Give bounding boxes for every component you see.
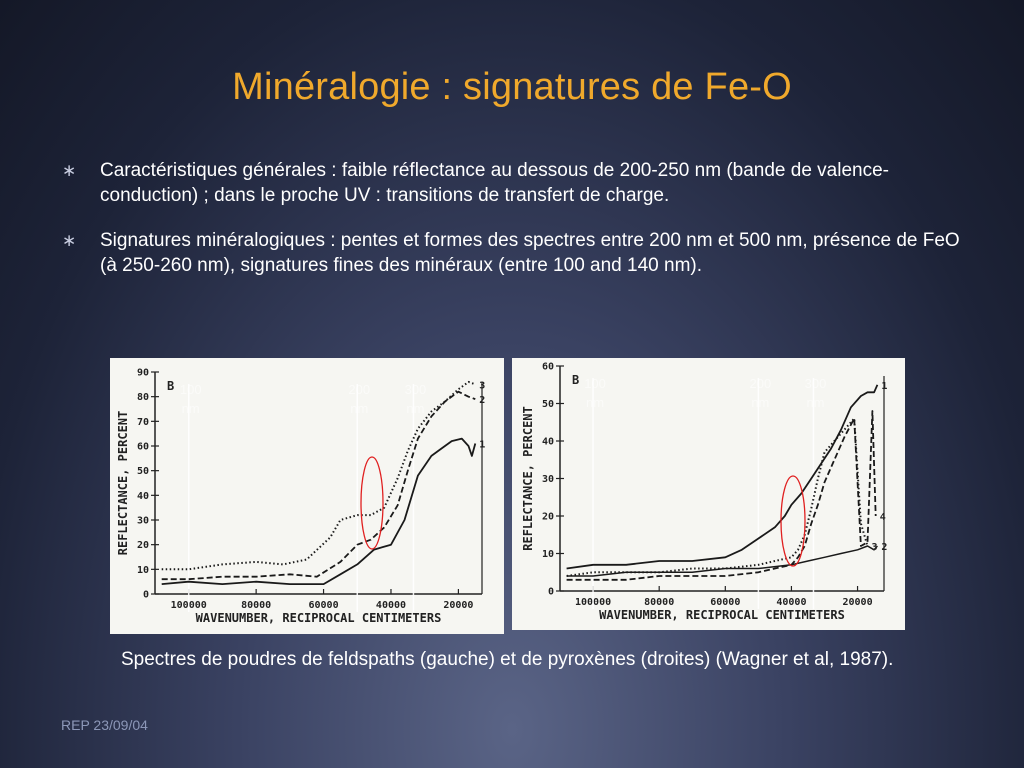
wavelength-marker-value: 200 [750, 376, 772, 391]
slide-footer: REP 23/09/04 [61, 717, 148, 733]
wavelength-marker-value: 200 [348, 382, 370, 397]
x-tick-label: 20000 [443, 600, 473, 611]
wavelength-marker-unit: nm [350, 401, 368, 416]
panel-label: B [167, 379, 174, 393]
wavelength-marker-unit: nm [182, 401, 200, 416]
wavelength-marker-unit: nm [751, 395, 769, 410]
bullet-item: ∗ Signatures minéralogiques : pentes et … [62, 228, 962, 278]
feldspar-spectra-svg: 0102030405060708090100000800006000040000… [116, 368, 485, 626]
bullet-item: ∗ Caractéristiques générales : faible ré… [62, 158, 962, 208]
series-label-1: 1 [479, 440, 485, 451]
bullet-text: Signatures minéralogiques : pentes et fo… [100, 230, 960, 276]
x-tick-label: 40000 [776, 597, 806, 608]
x-tick-label: 80000 [644, 597, 674, 608]
y-tick-label: 20 [137, 540, 149, 551]
pyroxene-spectra-chart: 010203040506010000080000600004000020000W… [512, 358, 905, 630]
series-label-2: 2 [881, 542, 887, 553]
figure-caption: Spectres de poudres de feldspaths (gauch… [121, 649, 894, 670]
series-label-1: 1 [881, 381, 887, 392]
y-tick-label: 30 [137, 516, 149, 527]
series-label-3: 3 [871, 542, 877, 553]
y-tick-label: 40 [542, 437, 554, 448]
pyroxene-spectra-svg: 010203040506010000080000600004000020000W… [521, 362, 887, 623]
x-tick-label: 80000 [241, 600, 271, 611]
x-axis-label: WAVENUMBER, RECIPROCAL CENTIMETERS [599, 608, 845, 622]
y-tick-label: 80 [137, 392, 149, 403]
asterisk-bullet-icon: ∗ [62, 161, 77, 180]
slide-title: Minéralogie : signatures de Fe-O [232, 66, 792, 108]
wavelength-marker-value: 300 [805, 376, 827, 391]
y-tick-label: 0 [143, 590, 149, 601]
series-line-1 [161, 437, 477, 586]
y-axis-label: REFLECTANCE, PERCENT [521, 406, 535, 551]
series-line-4 [566, 410, 877, 581]
wavelength-marker-unit: nm [586, 395, 604, 410]
x-tick-label: 40000 [376, 600, 406, 611]
y-tick-label: 40 [137, 491, 149, 502]
bullet-list: ∗ Caractéristiques générales : faible ré… [62, 158, 962, 298]
series-label-4: 4 [880, 512, 886, 523]
series-line-2 [161, 390, 476, 581]
wavelength-marker-unit: nm [406, 401, 424, 416]
y-tick-label: 60 [137, 442, 149, 453]
y-tick-label: 0 [548, 587, 554, 598]
y-tick-label: 50 [137, 466, 149, 477]
asterisk-bullet-icon: ∗ [62, 231, 77, 250]
x-axis-label: WAVENUMBER, RECIPROCAL CENTIMETERS [196, 611, 442, 625]
x-tick-label: 20000 [842, 597, 872, 608]
wavelength-marker-value: 100 [584, 376, 606, 391]
series-label-2: 2 [479, 395, 485, 406]
x-tick-label: 60000 [309, 600, 339, 611]
series-line-3 [161, 380, 476, 571]
highlight-ellipse [360, 456, 384, 550]
wavelength-marker-value: 300 [405, 382, 427, 397]
y-tick-label: 90 [137, 368, 149, 379]
highlight-ellipse [780, 475, 806, 567]
y-tick-label: 50 [542, 399, 554, 410]
y-tick-label: 30 [542, 474, 554, 485]
series-label-3: 3 [479, 380, 485, 391]
series-line-1 [566, 384, 879, 570]
y-tick-label: 60 [542, 362, 554, 373]
feldspar-spectra-chart: 0102030405060708090100000800006000040000… [110, 358, 504, 634]
y-axis-label: REFLECTANCE, PERCENT [116, 411, 130, 556]
bullet-text: Caractéristiques générales : faible réfl… [100, 160, 889, 206]
panel-label: B [572, 373, 579, 387]
x-tick-label: 60000 [710, 597, 740, 608]
series-line-2 [566, 545, 878, 577]
y-tick-label: 10 [542, 549, 554, 560]
wavelength-marker-value: 100 [180, 382, 202, 397]
y-tick-label: 10 [137, 565, 149, 576]
y-tick-label: 70 [137, 417, 149, 428]
series-line-3 [566, 417, 869, 577]
wavelength-marker-unit: nm [806, 395, 824, 410]
y-tick-label: 20 [542, 512, 554, 523]
